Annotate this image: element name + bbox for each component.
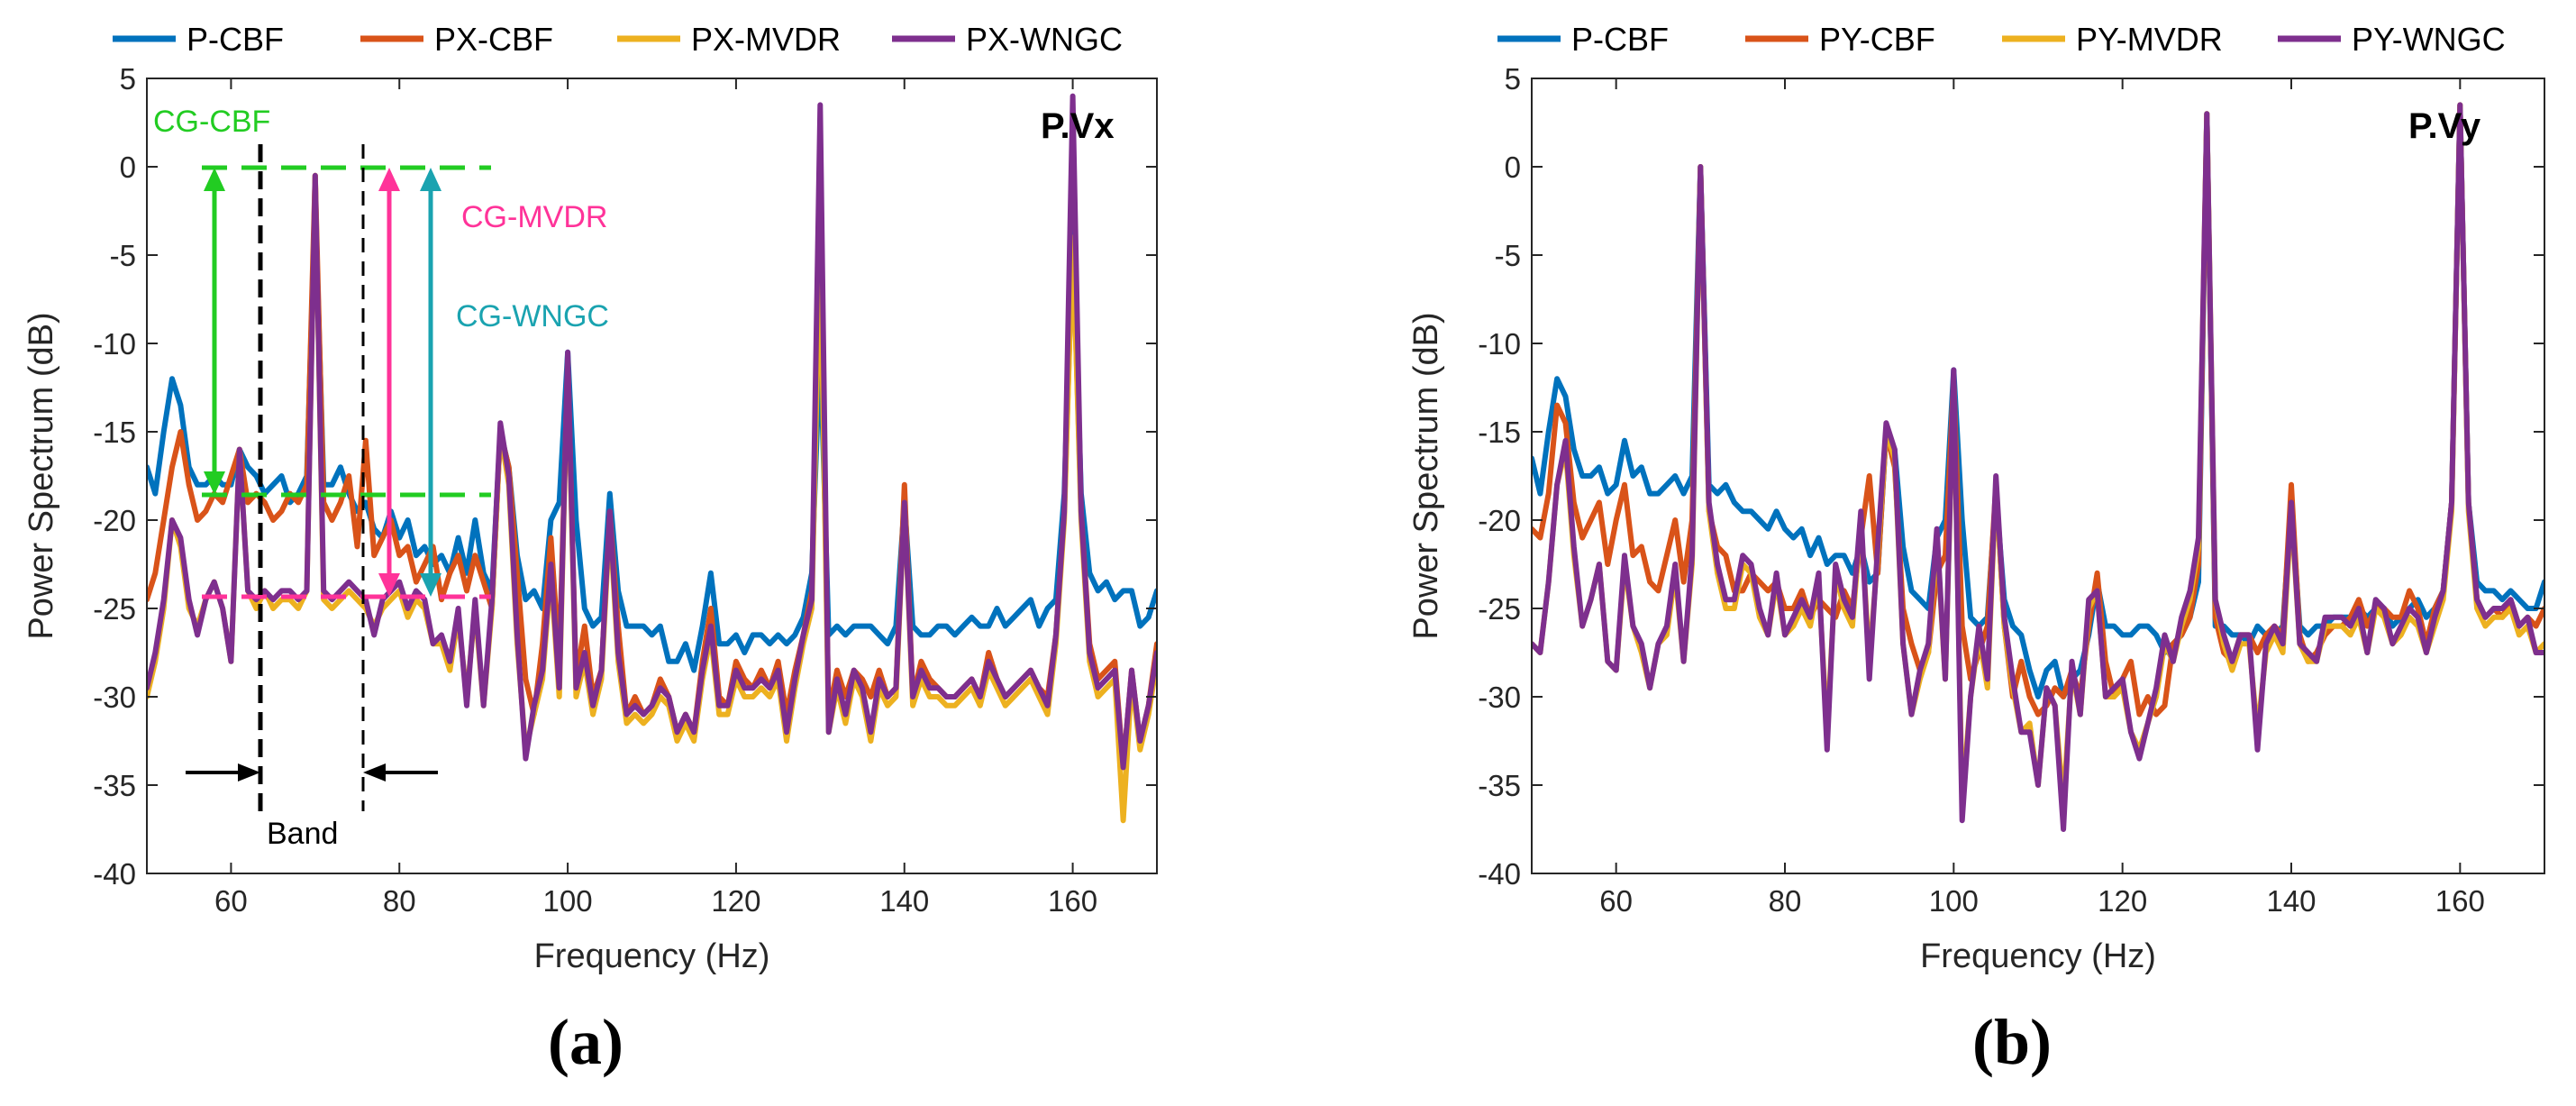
- x-tick-label: 80: [1769, 884, 1802, 918]
- x-tick-label: 120: [711, 884, 760, 918]
- legend-entry: PY-CBF: [1819, 21, 1935, 58]
- series-line-p-cbf: [1532, 102, 2544, 699]
- y-tick-label: -35: [93, 769, 136, 802]
- cg-cbf-arrow-head-down: [204, 471, 225, 495]
- cg-mvdr-arrow-head-up: [378, 168, 400, 191]
- y-axis-label: Power Spectrum (dB): [1407, 312, 1445, 639]
- series-group: [147, 93, 1157, 824]
- x-tick-label: 160: [2435, 884, 2485, 918]
- x-tick-label: 140: [879, 884, 929, 918]
- y-tick-label: -30: [93, 681, 136, 714]
- x-tick-label: 100: [543, 884, 593, 918]
- legend-entry: PX-MVDR: [691, 21, 841, 58]
- y-tick-label: -30: [1478, 681, 1521, 714]
- x-tick-label: 60: [214, 884, 248, 918]
- y-tick-label: -10: [1478, 327, 1521, 361]
- cg-mvdr-arrow-head-down: [378, 573, 400, 597]
- x-tick-label: 160: [1048, 884, 1097, 918]
- x-tick-label: 80: [383, 884, 416, 918]
- legend-entry: PY-WNGC: [2352, 21, 2506, 58]
- legend-entry: PX-CBF: [434, 21, 553, 58]
- series-group: [1532, 102, 2544, 832]
- chart-b: 60 80 100 120 140 160 5 0 -5 -10 -15 -20 -25 -30 -35 -4…: [1407, 21, 2545, 1078]
- x-tick-label: 60: [1599, 884, 1633, 918]
- legend-entry: PX-WNGC: [966, 21, 1123, 58]
- x-tick-label: 100: [1929, 884, 1979, 918]
- x-axis-label: Frequency (Hz): [534, 937, 770, 975]
- y-tick-label: 5: [120, 62, 136, 96]
- y-tick-label: 0: [1505, 151, 1521, 184]
- band-left-arrow-head: [238, 763, 260, 782]
- y-tick-label: -15: [1478, 416, 1521, 449]
- y-tick-label: -20: [93, 504, 136, 537]
- y-tick-label: -15: [93, 416, 136, 449]
- y-tick-label: 0: [120, 151, 136, 184]
- cg-wngc-arrow-head-down: [420, 573, 441, 597]
- y-tick-label: -35: [1478, 769, 1521, 802]
- cg-cbf-arrow-head-up: [204, 168, 225, 191]
- legend-entry: P-CBF: [187, 21, 284, 58]
- series-line-py-wngc: [1532, 102, 2544, 832]
- band-right-arrow-head: [363, 763, 386, 782]
- cg-cbf-label: CG-CBF: [153, 105, 270, 139]
- legend-entry: P-CBF: [1571, 21, 1669, 58]
- axes-box: [1531, 78, 2545, 874]
- y-tick-label: -25: [93, 592, 136, 626]
- subplot-label: P.Vy: [2408, 106, 2481, 146]
- cg-mvdr-label: CG-MVDR: [461, 200, 607, 234]
- x-tick-label: 120: [2098, 884, 2147, 918]
- y-tick-label: 5: [1505, 62, 1521, 96]
- subplot-label: P.Vx: [1041, 106, 1115, 146]
- y-tick-label: -40: [1478, 857, 1521, 891]
- y-tick-label: -5: [1495, 239, 1521, 272]
- y-tick-label: -25: [1478, 592, 1521, 626]
- chart-a: 60 80 100 120 140 160 5 0 -5 -10 -15 -20 -25 -30 -35 -4…: [23, 21, 1158, 1078]
- axes-box: [146, 78, 1158, 874]
- legend-entry: PY-MVDR: [2076, 21, 2223, 58]
- panel-letter: (b): [1972, 1006, 2052, 1078]
- x-tick-label: 140: [2266, 884, 2316, 918]
- y-tick-label: -10: [93, 327, 136, 361]
- y-tick-label: -40: [93, 857, 136, 891]
- series-line-px-wngc: [147, 93, 1157, 771]
- y-tick-label: -20: [1478, 504, 1521, 537]
- cg-wngc-arrow-head-up: [420, 168, 441, 191]
- annotations-a: CG-CBF CG-MVDR CG-WNGC Band: [153, 105, 609, 851]
- series-line-px-cbf: [147, 172, 1157, 771]
- y-tick-label: -5: [110, 239, 136, 272]
- x-axis-label: Frequency (Hz): [1920, 937, 2156, 975]
- cg-wngc-label: CG-WNGC: [456, 299, 609, 334]
- y-axis-label: Power Spectrum (dB): [23, 312, 60, 639]
- panel-letter: (a): [548, 1006, 624, 1078]
- band-label: Band: [267, 817, 338, 851]
